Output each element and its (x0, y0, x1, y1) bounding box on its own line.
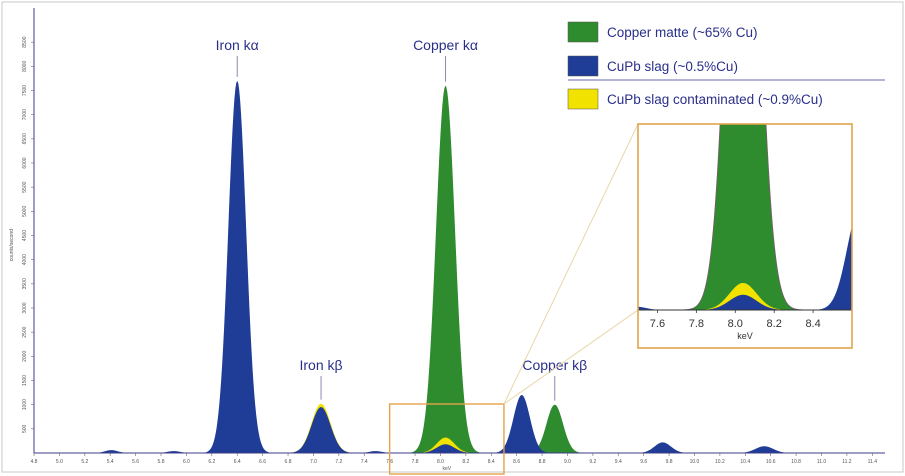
y-tick-label: 8000 (22, 61, 28, 72)
x-tick-label: 10.6 (766, 459, 776, 465)
legend-swatch (567, 55, 599, 77)
y-tick-label: 5000 (22, 206, 28, 217)
series-cupb-slag-area (34, 80, 885, 453)
x-tick-label: 5.6 (132, 459, 139, 465)
x-tick-label: 9.6 (640, 459, 647, 465)
x-tick-label: 5.8 (158, 459, 165, 465)
x-tick-label: 9.8 (666, 459, 673, 465)
y-tick-label: 1000 (22, 399, 28, 410)
x-tick-label: 7.4 (361, 459, 368, 465)
peak-label: Copper kα (413, 37, 478, 53)
y-tick-label: 4500 (22, 230, 28, 241)
zoom-connector-line (503, 123, 639, 405)
x-tick-label: 10.0 (690, 459, 700, 465)
inset-x-tick-label: 8.4 (805, 318, 820, 330)
x-tick-label: 6.2 (208, 459, 215, 465)
y-tick-label: 2000 (22, 351, 28, 362)
y-tick-label: 7500 (22, 85, 28, 96)
x-tick-label: 5.0 (56, 459, 63, 465)
inset-x-axis-label: keV (737, 331, 753, 341)
y-tick-label: 500 (22, 424, 28, 433)
y-tick-label: 8500 (22, 36, 28, 47)
y-axis-label: counts/second (9, 229, 15, 261)
x-tick-label: 10.8 (791, 459, 801, 465)
y-tick-label: 1500 (22, 375, 28, 386)
y-tick-label: 2500 (22, 326, 28, 337)
y-tick-label: 6500 (22, 133, 28, 144)
x-tick-label: 9.4 (615, 459, 622, 465)
peak-label: Iron kβ (300, 357, 343, 373)
y-tick-label: 3500 (22, 278, 28, 289)
legend-swatch (567, 21, 599, 43)
legend-swatch (567, 88, 599, 110)
inset-x-tick-label: 7.6 (650, 318, 665, 330)
x-tick-label: 7.8 (412, 459, 419, 465)
x-axis-label: keV (442, 466, 451, 472)
x-tick-label: 11.0 (817, 459, 827, 465)
y-tick-label: 3000 (22, 302, 28, 313)
y-tick-label: 7000 (22, 109, 28, 120)
x-tick-label: 8.0 (437, 459, 444, 465)
x-tick-label: 6.0 (183, 459, 190, 465)
inset-x-tick-label: 7.8 (689, 318, 704, 330)
x-tick-label: 5.2 (81, 459, 88, 465)
x-tick-label: 6.4 (234, 459, 241, 465)
peak-label: Copper kβ (522, 357, 587, 373)
legend-label: CuPb slag contaminated (~0.9%Cu) (607, 92, 823, 107)
legend-label: CuPb slag (~0.5%Cu) (607, 59, 738, 74)
x-tick-label: 8.4 (488, 459, 495, 465)
x-tick-label: 7.2 (335, 459, 342, 465)
series-copper-matte-area (34, 85, 885, 453)
x-tick-label: 10.4 (740, 459, 750, 465)
x-tick-label: 8.6 (513, 459, 520, 465)
x-tick-label: 11.2 (842, 459, 852, 465)
inset-x-tick-label: 8.0 (728, 318, 743, 330)
x-tick-label: 11.4 (868, 459, 878, 465)
inset-border (637, 123, 853, 349)
y-tick-label: 6000 (22, 157, 28, 168)
x-tick-label: 6.6 (259, 459, 266, 465)
zoom-connector-line (503, 309, 639, 405)
x-tick-label: 7.0 (310, 459, 317, 465)
peak-label: Iron kα (216, 37, 259, 53)
x-tick-label: 9.2 (589, 459, 596, 465)
x-tick-label: 9.0 (564, 459, 571, 465)
inset-x-tick-label: 8.2 (767, 318, 782, 330)
y-tick-label: 5500 (22, 181, 28, 192)
y-tick-label: 4000 (22, 254, 28, 265)
x-tick-label: 4.8 (31, 459, 38, 465)
x-tick-label: 8.2 (462, 459, 469, 465)
x-tick-label: 5.4 (107, 459, 114, 465)
x-tick-label: 10.2 (715, 459, 725, 465)
legend-label: Copper matte (~65% Cu) (607, 25, 757, 40)
x-tick-label: 8.8 (539, 459, 546, 465)
x-tick-label: 6.8 (285, 459, 292, 465)
zoom-region-box (388, 403, 505, 475)
